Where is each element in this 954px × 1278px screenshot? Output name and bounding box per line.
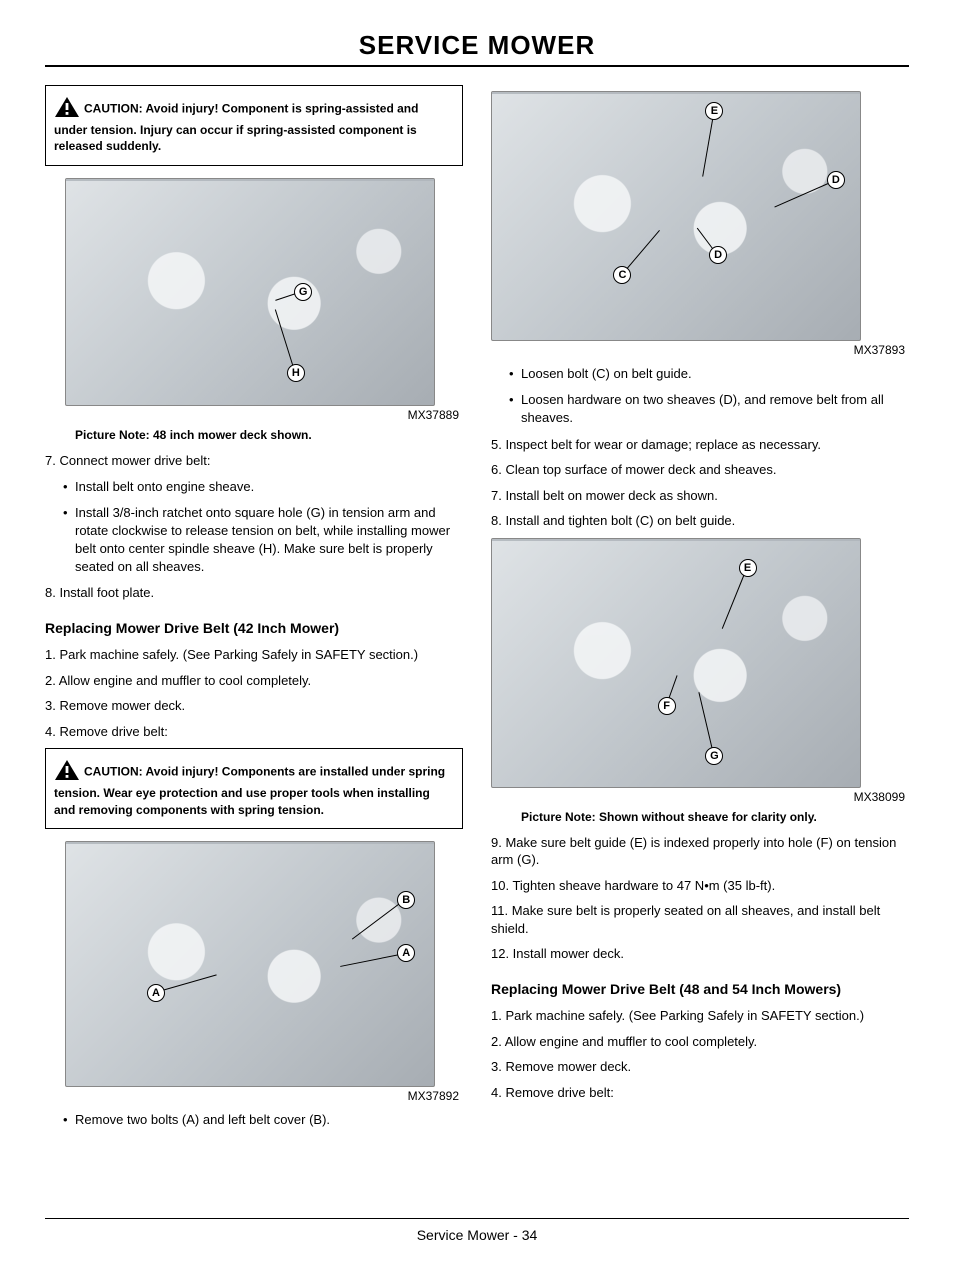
- figure-3-image: E D D C: [491, 91, 861, 341]
- title-rule: [45, 65, 909, 67]
- step-4-bullet-d: Loosen hardware on two sheaves (D), and …: [509, 391, 909, 427]
- step-4854-3: 3. Remove mower deck.: [491, 1058, 909, 1076]
- step-10: 10. Tighten sheave hardware to 47 N•m (3…: [491, 877, 909, 895]
- footer-rule: [45, 1218, 909, 1219]
- callout-C: C: [613, 266, 631, 284]
- warning-icon: [54, 96, 80, 122]
- figure-4-id: MX38099: [491, 790, 909, 804]
- figure-2-image: B A A: [65, 841, 435, 1088]
- caution-box-1: CAUTION: Avoid injury! Component is spri…: [45, 85, 463, 166]
- picture-note-2: Picture Note: Shown without sheave for c…: [521, 810, 909, 824]
- figure-3-id: MX37893: [491, 343, 909, 357]
- figure-1: GH MX37889: [65, 178, 463, 422]
- warning-icon: [54, 759, 80, 785]
- callout-G: G: [705, 747, 723, 765]
- figure-3: E D D C MX37893: [491, 91, 909, 357]
- step-12: 12. Install mower deck.: [491, 945, 909, 963]
- right-column: E D D C MX37893 Loosen bolt (C) on belt gui…: [491, 85, 909, 1138]
- page-content: SERVICE MOWER CAUTION: Avoid injury! Com…: [0, 0, 954, 1278]
- step-42-1: 1. Park machine safely. (See Parking Saf…: [45, 646, 463, 664]
- figure-1-image: GH: [65, 178, 435, 406]
- callout-F: F: [658, 697, 676, 715]
- page-title: SERVICE MOWER: [45, 30, 909, 61]
- step-42-4-bullet-1: Remove two bolts (A) and left belt cover…: [63, 1111, 463, 1129]
- step-9: 9. Make sure belt guide (E) is indexed p…: [491, 834, 909, 869]
- step-8r: 8. Install and tighten bolt (C) on belt …: [491, 512, 909, 530]
- step-42-4: 4. Remove drive belt:: [45, 723, 463, 741]
- callout-E: E: [739, 559, 757, 577]
- caution-text-2: CAUTION: Avoid injury! Components are in…: [54, 764, 445, 816]
- step-42-2: 2. Allow engine and muffler to cool comp…: [45, 672, 463, 690]
- figure-2-id: MX37892: [65, 1089, 463, 1103]
- step-6: 6. Clean top surface of mower deck and s…: [491, 461, 909, 479]
- callout-G: G: [294, 283, 312, 301]
- step-7-bullet-2: Install 3/8-inch ratchet onto square hol…: [63, 504, 463, 577]
- figure-1-id: MX37889: [65, 408, 463, 422]
- figure-4: E F G MX38099: [491, 538, 909, 804]
- step-4-bullet-c: Loosen bolt (C) on belt guide.: [509, 365, 909, 383]
- step-4854-2: 2. Allow engine and muffler to cool comp…: [491, 1033, 909, 1051]
- step-7-bullet-1: Install belt onto engine sheave.: [63, 478, 463, 496]
- callout-D: D: [709, 246, 727, 264]
- step-8: 8. Install foot plate.: [45, 584, 463, 602]
- step-42-3: 3. Remove mower deck.: [45, 697, 463, 715]
- callout-A: A: [397, 944, 415, 962]
- left-column: CAUTION: Avoid injury! Component is spri…: [45, 85, 463, 1138]
- callout-D: D: [827, 171, 845, 189]
- caution-box-2: CAUTION: Avoid injury! Components are in…: [45, 748, 463, 829]
- step-7r: 7. Install belt on mower deck as shown.: [491, 487, 909, 505]
- picture-note-1: Picture Note: 48 inch mower deck shown.: [75, 428, 463, 442]
- two-column-layout: CAUTION: Avoid injury! Component is spri…: [45, 85, 909, 1138]
- heading-replace-42: Replacing Mower Drive Belt (42 Inch Mowe…: [45, 620, 463, 636]
- page-footer: Service Mower - 34: [45, 1227, 909, 1263]
- figure-4-image: E F G: [491, 538, 861, 788]
- callout-H: H: [287, 364, 305, 382]
- callout-A: A: [147, 984, 165, 1002]
- callout-E: E: [705, 102, 723, 120]
- step-7: 7. Connect mower drive belt:: [45, 452, 463, 470]
- callout-B: B: [397, 891, 415, 909]
- step-11: 11. Make sure belt is properly seated on…: [491, 902, 909, 937]
- step-4854-1: 1. Park machine safely. (See Parking Saf…: [491, 1007, 909, 1025]
- figure-2: B A A MX37892: [65, 841, 463, 1104]
- heading-replace-48-54: Replacing Mower Drive Belt (48 and 54 In…: [491, 981, 909, 997]
- caution-text-1: CAUTION: Avoid injury! Component is spri…: [54, 101, 418, 153]
- step-4854-4: 4. Remove drive belt:: [491, 1084, 909, 1102]
- step-5: 5. Inspect belt for wear or damage; repl…: [491, 436, 909, 454]
